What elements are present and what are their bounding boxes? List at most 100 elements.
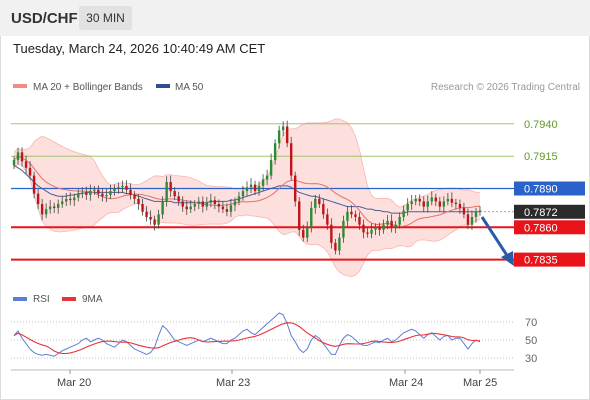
candle (225, 203, 229, 217)
candle-body (462, 207, 466, 215)
x-tick-label: Mar 23 (216, 377, 250, 389)
candle-body (197, 201, 200, 205)
candle (65, 193, 68, 206)
legend-swatch-ma50 (156, 84, 170, 88)
rsi-tick-label: 30 (525, 353, 537, 365)
research-credit: Research © 2026 Trading Central (431, 82, 580, 93)
candle (249, 178, 253, 194)
candle (173, 187, 176, 201)
candle-body (137, 198, 140, 205)
level-label-box (514, 220, 585, 235)
candle (310, 201, 313, 233)
candle-body (269, 160, 273, 176)
candle (137, 194, 140, 210)
candle-body (113, 188, 116, 192)
candle (422, 196, 425, 212)
candle (28, 161, 32, 180)
rsi-tick-label: 70 (525, 317, 537, 329)
candle (281, 121, 285, 137)
level-label: 0.7835 (524, 255, 558, 267)
candle-body (133, 194, 136, 199)
x-tick-label: Mar 20 (57, 377, 91, 389)
candle-body (322, 204, 325, 215)
candle-body (346, 211, 349, 221)
candle (298, 196, 301, 236)
candle (197, 196, 200, 210)
candle-body (81, 192, 84, 194)
candle (12, 156, 16, 170)
candle (205, 196, 209, 211)
candle-body (65, 198, 68, 202)
level-label: 0.7860 (524, 222, 558, 234)
candle (338, 233, 341, 256)
candle-body (125, 185, 128, 190)
candle (233, 197, 237, 212)
candle-body (129, 189, 132, 195)
candle (48, 200, 52, 214)
candle (265, 169, 269, 186)
candle-body (97, 189, 100, 194)
timeframe-button[interactable]: 30 MIN (79, 6, 132, 30)
rsi-legend-swatch (13, 297, 27, 301)
candle (326, 208, 329, 230)
candle-body (366, 232, 369, 234)
candle (358, 212, 361, 230)
candle (117, 182, 120, 194)
candle (362, 219, 365, 239)
timestamp: Tuesday, March 24, 2026 10:40:49 AM CET (13, 41, 266, 56)
candle (374, 223, 377, 236)
candle (418, 194, 421, 206)
candle (269, 153, 273, 180)
candle-body (253, 184, 257, 192)
x-tick-label: Mar 25 (463, 377, 497, 389)
x-axis-ticks: Mar 20 Mar 23 Mar 24 Mar 25 (57, 370, 497, 389)
candle-body (450, 198, 454, 203)
candle-body (277, 130, 281, 144)
candle-body (394, 224, 397, 228)
candle-body (40, 204, 44, 215)
candle-body (177, 196, 180, 202)
candle (446, 193, 450, 206)
candle-body (48, 206, 52, 210)
candle-body (458, 204, 462, 208)
candle (398, 212, 401, 229)
candle (410, 194, 413, 210)
candle (442, 196, 446, 213)
candle (402, 205, 405, 222)
candle (85, 186, 88, 201)
candle (394, 220, 397, 234)
candle (273, 139, 277, 165)
candle-body (342, 220, 345, 238)
candle-body (241, 191, 245, 197)
candle (193, 200, 196, 212)
candle (209, 193, 213, 208)
candle-body (24, 161, 28, 168)
level-label: 0.7915 (524, 151, 558, 163)
rsi-tick-label: 50 (525, 335, 537, 347)
candle (322, 198, 325, 219)
candle (56, 199, 60, 214)
candle (426, 195, 429, 213)
candle (73, 193, 76, 206)
candle-body (201, 201, 205, 207)
candle-body (213, 200, 217, 205)
level-label-box (514, 204, 585, 219)
candle-body (89, 191, 92, 195)
candle (149, 210, 152, 225)
candle (69, 192, 72, 206)
candle-body (185, 206, 188, 210)
rsi-panel: 70 50 30 (11, 312, 537, 365)
symbol-title: USD/CHF (11, 10, 78, 27)
candle-body (374, 227, 377, 230)
candle-body (221, 206, 225, 210)
rsi-ma-line (13, 322, 481, 355)
candle (458, 199, 462, 214)
candle (237, 191, 241, 206)
candle-body (434, 197, 438, 202)
candle-body (265, 175, 269, 180)
candle-body (85, 192, 88, 195)
candle (24, 155, 28, 174)
candle-body (418, 198, 421, 202)
candle-body (69, 198, 72, 201)
candle-body (294, 175, 297, 202)
